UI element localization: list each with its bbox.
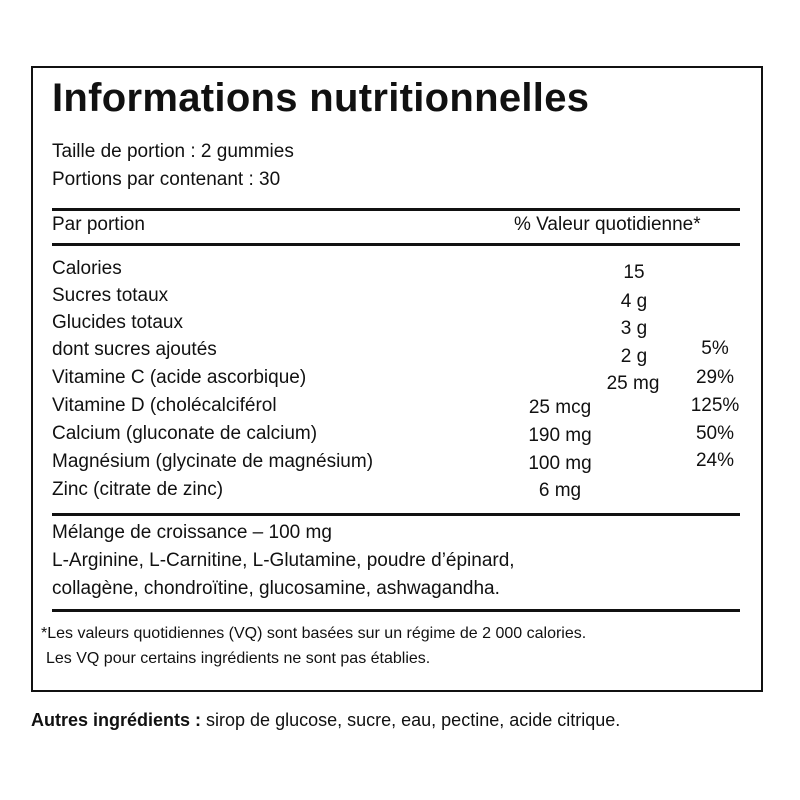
nutrient-amount: 25 mcg (528, 397, 592, 418)
nutrient-daily-value: 29% (695, 367, 735, 388)
nutrient-daily-value: 125% (690, 395, 740, 416)
blend-ingredients-line: collagène, chondroïtine, glucosamine, as… (52, 578, 500, 599)
nutrient-daily-value: 24% (695, 450, 735, 471)
nutrient-amount: 2 g (620, 346, 648, 367)
nutrient-daily-value: 5% (701, 338, 729, 359)
blend-ingredients-line: L-Arginine, L-Carnitine, L-Glutamine, po… (52, 550, 515, 571)
per-serving-header: Par portion (52, 214, 145, 235)
panel-title: Informations nutritionnelles (52, 76, 590, 120)
nutrient-name: dont sucres ajoutés (52, 339, 217, 360)
nutrient-amount: 4 g (620, 291, 648, 312)
other-ingredients-label: Autres ingrédients : (31, 710, 202, 730)
nutrient-name: Vitamine D (cholécalciférol (52, 395, 277, 416)
nutrient-name: Glucides totaux (52, 312, 183, 333)
divider (52, 208, 740, 211)
footnote-line: Les VQ pour certains ingrédients ne sont… (46, 650, 431, 667)
servings-per-container: Portions par contenant : 30 (52, 169, 281, 190)
serving-size: Taille de portion : 2 gummies (52, 141, 294, 162)
nutrient-amount: 190 mg (528, 425, 592, 446)
nutrient-amount: 15 (623, 262, 645, 283)
nutrient-amount: 6 mg (538, 480, 582, 501)
nutrient-name: Vitamine C (acide ascorbique) (52, 367, 307, 388)
nutrient-amount: 3 g (620, 318, 648, 339)
footnote-line: *Les valeurs quotidiennes (VQ) sont basé… (41, 625, 587, 642)
nutrient-name: Sucres totaux (52, 285, 169, 306)
nutrient-name: Zinc (citrate de zinc) (52, 479, 224, 500)
blend-title: Mélange de croissance – 100 mg (52, 522, 332, 543)
divider (52, 243, 740, 246)
other-ingredients-text: sirop de glucose, sucre, eau, pectine, a… (201, 710, 621, 730)
other-ingredients: Autres ingrédients : sirop de glucose, s… (31, 710, 620, 731)
nutrient-daily-value: 50% (695, 423, 735, 444)
divider (52, 609, 740, 612)
nutrition-facts-panel (31, 66, 763, 692)
divider (52, 513, 740, 516)
nutrient-name: Calcium (gluconate de calcium) (52, 423, 318, 444)
nutrient-amount: 100 mg (528, 453, 592, 474)
nutrient-name: Magnésium (glycinate de magnésium) (52, 451, 374, 472)
daily-value-header: % Valeur quotidienne* (514, 214, 701, 235)
nutrient-name: Calories (52, 258, 122, 279)
nutrient-amount: 25 mg (606, 373, 660, 394)
